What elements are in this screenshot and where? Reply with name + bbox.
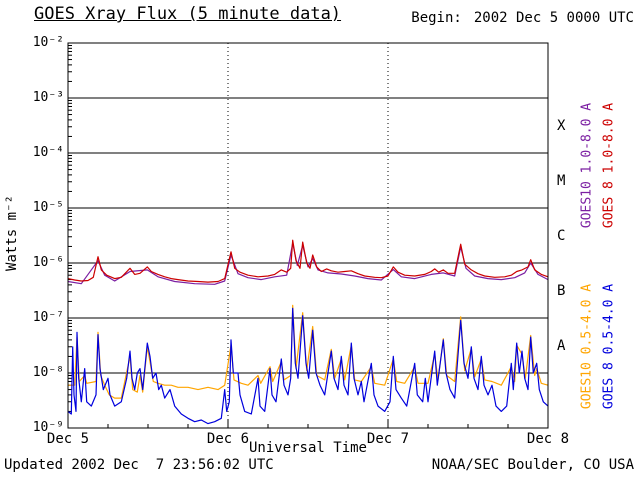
x-tick-label: Dec 7 <box>366 431 410 447</box>
begin-value: 2002 Dec 5 0000 UTC <box>473 10 634 26</box>
flare-class-label: A <box>557 337 566 354</box>
y-tick-label: 10⁻⁸ <box>32 365 64 380</box>
updated-timestamp: Updated 2002 Dec 7 23:56:02 UTC <box>4 457 274 473</box>
begin-time: Begin: 2002 Dec 5 0000 UTC <box>411 11 634 25</box>
x-tick-label: Dec 5 <box>46 431 90 447</box>
chart-title: GOES Xray Flux (5 minute data) <box>34 4 342 24</box>
series-legend-goes10-long: GOES10 1.0-8.0 A <box>579 102 595 229</box>
x-axis-title: Universal Time <box>248 440 367 456</box>
series-goes-8-1.0-8.0-a <box>67 239 549 283</box>
y-tick-label: 10⁻⁴ <box>32 145 64 160</box>
plot-border <box>67 42 549 429</box>
x-tick-label: Dec 8 <box>526 431 570 447</box>
series-legend-goes8-short: GOES 8 0.5-4.0 A <box>601 283 617 410</box>
series-goes10-1.0-8.0-a <box>67 242 549 285</box>
series-legend-goes10-short: GOES10 0.5-4.0 A <box>579 283 595 410</box>
y-tick-label: 10⁻² <box>32 35 64 50</box>
credit: NOAA/SEC Boulder, CO USA <box>431 457 634 473</box>
y-tick-label: 10⁻³ <box>32 90 64 105</box>
y-tick-label: 10⁻⁹ <box>32 420 64 435</box>
y-tick-label: 10⁻⁶ <box>32 255 64 270</box>
series-goes-8-0.5-4.0-a <box>67 307 549 425</box>
y-tick-label: 10⁻⁷ <box>32 310 64 325</box>
flare-class-label: B <box>557 282 566 299</box>
series-legend-goes8-long: GOES 8 1.0-8.0 A <box>601 102 617 229</box>
flare-class-label: C <box>557 227 566 244</box>
flare-class-label: M <box>557 172 566 189</box>
begin-label: Begin: <box>411 10 462 26</box>
flare-class-label: X <box>557 117 566 134</box>
x-tick-label: Dec 6 <box>206 431 250 447</box>
y-tick-label: 10⁻⁵ <box>32 200 64 215</box>
